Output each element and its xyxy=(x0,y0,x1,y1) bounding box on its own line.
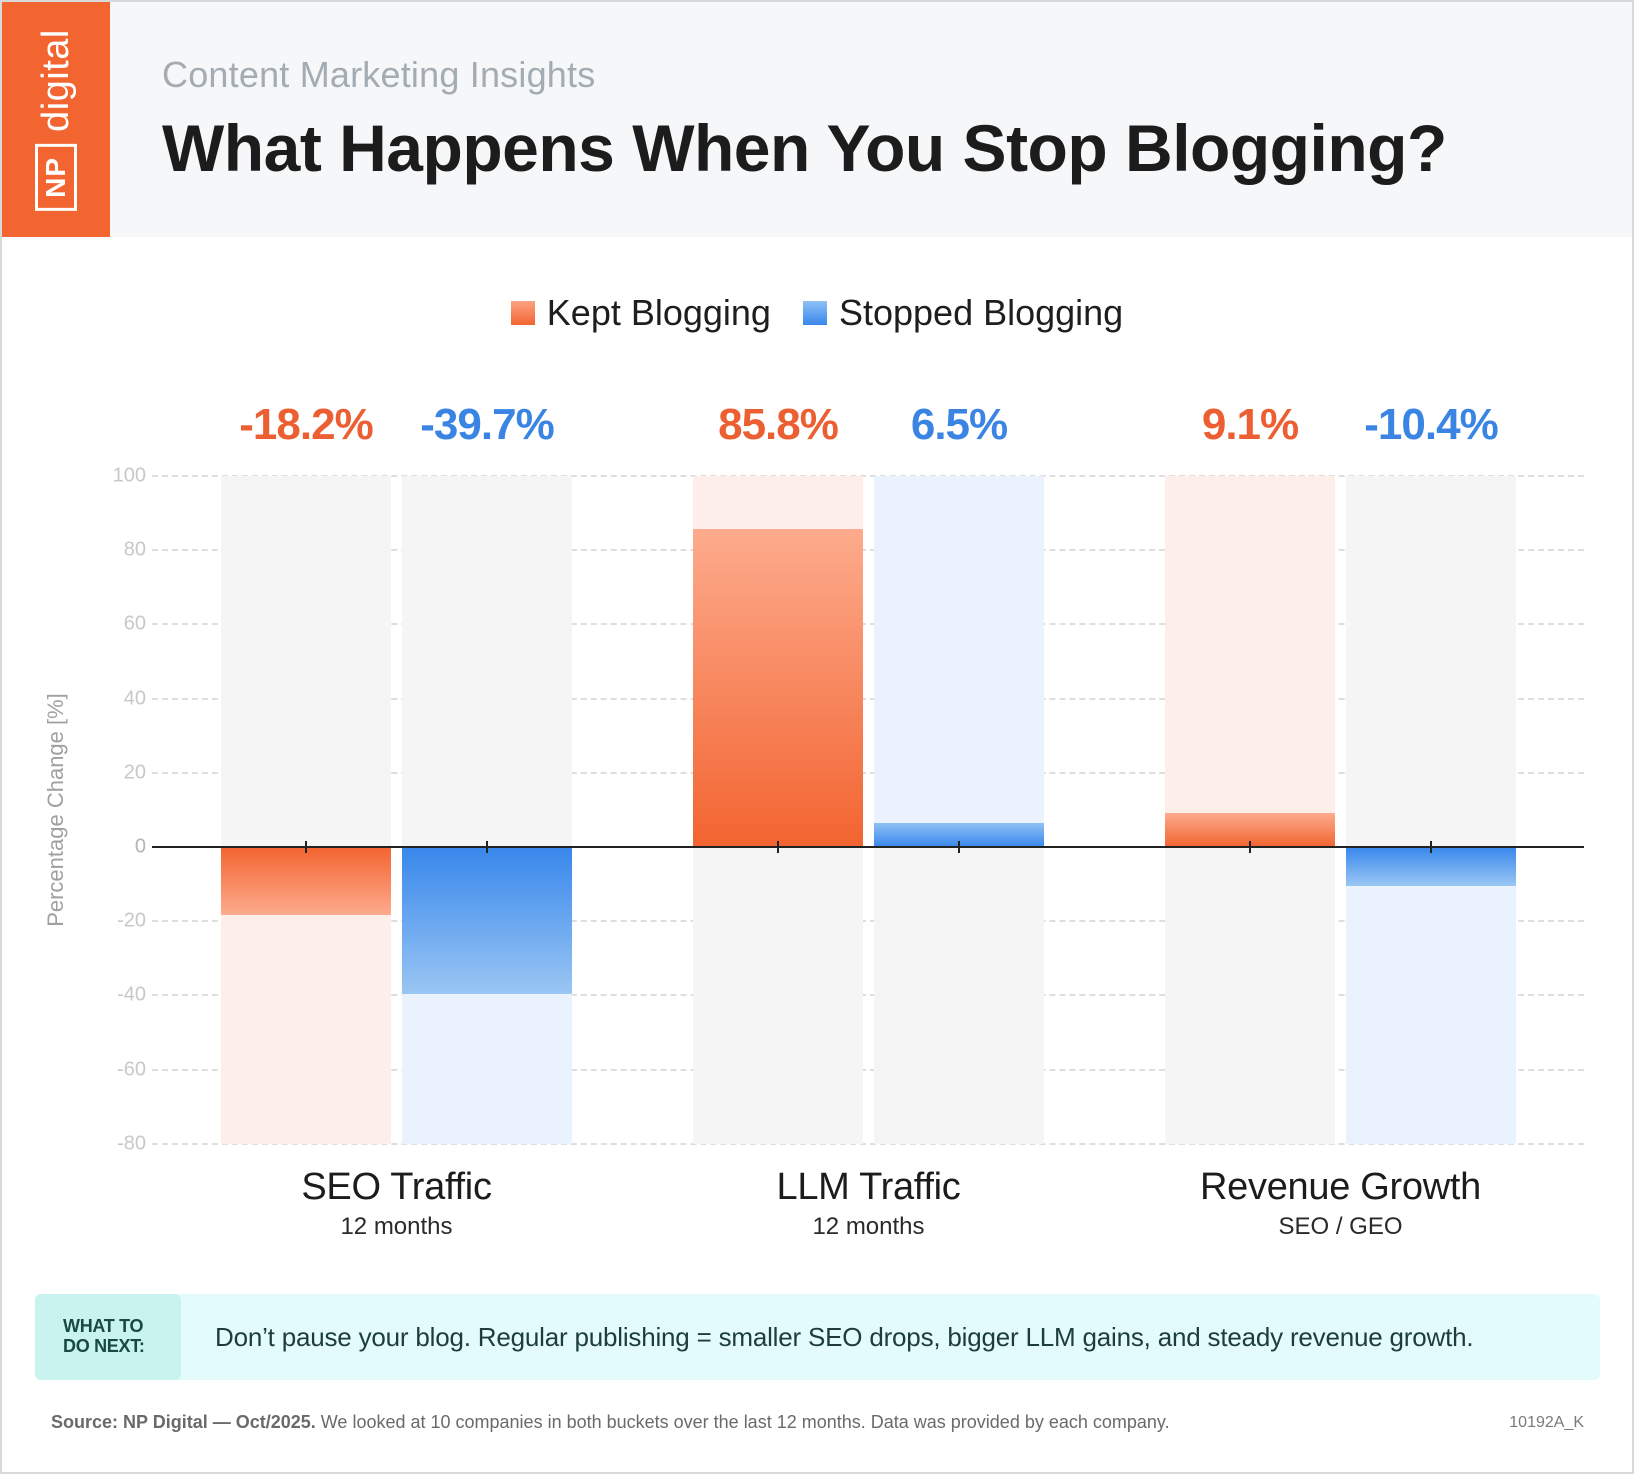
kept-swatch-icon xyxy=(510,301,535,325)
value-label-kept: 85.8% xyxy=(718,400,839,449)
page-title: What Happens When You Stop Blogging? xyxy=(162,111,1447,185)
value-label-stopped: -10.4% xyxy=(1364,400,1498,449)
bar-kept-1 xyxy=(693,528,863,847)
value-label-stopped: 6.5% xyxy=(910,400,1008,449)
x-tick-mark xyxy=(1249,841,1251,853)
bar-stopped-2 xyxy=(1346,847,1516,886)
gridline xyxy=(152,623,1584,626)
y-tick-label: -40 xyxy=(117,983,146,1006)
category-label: Revenue Growth SEO / GEO xyxy=(1141,1166,1541,1241)
category-title: LLM Traffic xyxy=(776,1166,961,1208)
chart-legend: Kept Blogging Stopped Blogging xyxy=(0,292,1634,334)
source-bold: Source: NP Digital — Oct/2025. xyxy=(51,1412,316,1432)
np-digital-logo: NP digital xyxy=(2,2,110,237)
callout-tag: WHAT TO DO NEXT: xyxy=(35,1294,181,1380)
gridline xyxy=(152,771,1584,774)
bar-track xyxy=(1165,847,1335,1144)
gridline xyxy=(152,920,1584,923)
legend-item-stopped: Stopped Blogging xyxy=(802,292,1124,334)
legend-label-kept: Kept Blogging xyxy=(546,292,771,333)
x-tick-mark xyxy=(777,841,779,853)
x-tick-mark xyxy=(305,841,307,853)
value-label-kept: -18.2% xyxy=(239,400,373,449)
source-footer: Source: NP Digital — Oct/2025. We looked… xyxy=(51,1412,1170,1433)
bar-kept-0 xyxy=(221,847,391,915)
y-tick-label: -20 xyxy=(117,909,146,932)
gridline xyxy=(152,994,1584,997)
bar-track xyxy=(874,476,1044,847)
bar-track xyxy=(221,476,391,847)
bar-track xyxy=(1346,847,1516,1144)
category-subtitle: SEO / GEO xyxy=(1278,1213,1403,1240)
y-tick-label: 40 xyxy=(123,687,146,710)
y-tick-label: -80 xyxy=(117,1132,146,1155)
x-tick-mark xyxy=(486,841,488,853)
gridline xyxy=(152,549,1584,552)
bar-track xyxy=(1346,476,1516,847)
y-axis-label: Percentage Change [%] xyxy=(43,693,68,927)
y-tick-label: 80 xyxy=(123,538,146,561)
bar-track xyxy=(1165,476,1335,847)
category-label: LLM Traffic 12 months xyxy=(669,1166,1069,1241)
bar-track xyxy=(874,847,1044,1144)
source-description: We looked at 10 companies in both bucket… xyxy=(315,1412,1170,1432)
graphic-id: 10192A_K xyxy=(1509,1414,1584,1431)
x-tick-mark xyxy=(1430,841,1432,853)
y-tick-label: -60 xyxy=(117,1058,146,1081)
y-tick-label: 20 xyxy=(123,761,146,784)
category-title: Revenue Growth xyxy=(1200,1166,1481,1208)
gridline xyxy=(152,1142,1584,1145)
y-tick-label: 0 xyxy=(134,835,146,858)
y-tick-label: 100 xyxy=(112,464,146,487)
category-subtitle: 12 months xyxy=(812,1213,925,1240)
value-label-stopped: -39.7% xyxy=(420,400,554,449)
category-label: SEO Traffic 12 months xyxy=(197,1166,597,1241)
legend-label-stopped: Stopped Blogging xyxy=(838,292,1124,333)
legend-item-kept: Kept Blogging xyxy=(510,292,771,334)
callout-tag-line1: WHAT TO xyxy=(63,1316,144,1337)
callout-tag-line2: DO NEXT: xyxy=(63,1336,145,1356)
x-tick-mark xyxy=(958,841,960,853)
bar-track xyxy=(693,847,863,1144)
value-label-kept: 9.1% xyxy=(1201,400,1299,449)
bar-stopped-0 xyxy=(402,847,572,995)
gridline xyxy=(152,697,1584,700)
category-subtitle: 12 months xyxy=(340,1213,453,1240)
stopped-swatch-icon xyxy=(802,301,827,325)
callout-text: Don’t pause your blog. Regular publishin… xyxy=(215,1321,1474,1352)
gridline xyxy=(152,1068,1584,1071)
y-tick-label: 60 xyxy=(123,612,146,635)
gridline xyxy=(152,475,1584,477)
header: NP digital Content Marketing Insights Wh… xyxy=(2,2,1632,237)
bar-track xyxy=(402,476,572,847)
page-subtitle: Content Marketing Insights xyxy=(162,54,596,95)
zero-axis-line xyxy=(152,846,1584,848)
what-to-do-next-callout: WHAT TO DO NEXT: Don’t pause your blog. … xyxy=(35,1294,1600,1380)
category-title: SEO Traffic xyxy=(301,1166,492,1208)
